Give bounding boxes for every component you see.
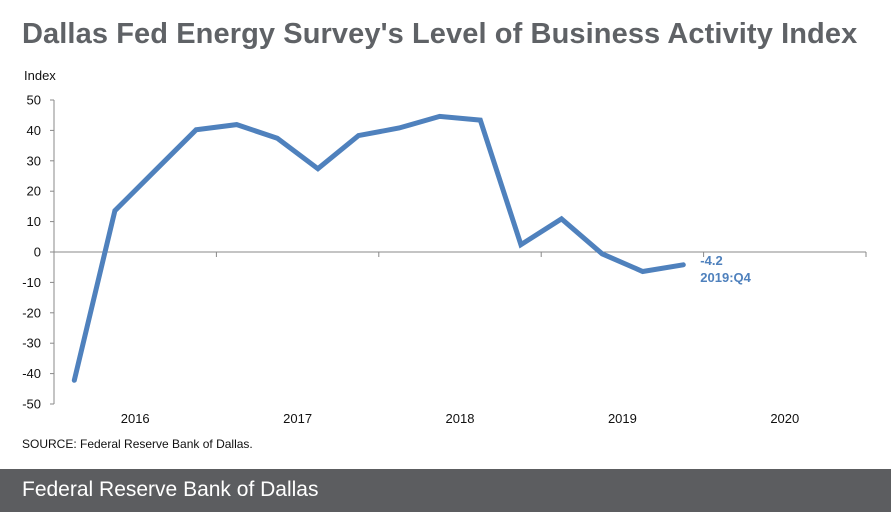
y-tick-label: -10 [22, 275, 41, 290]
y-axis-label: Index [24, 68, 56, 83]
series-line [71, 113, 686, 383]
last-value-label: -4.2 [700, 253, 722, 268]
y-tick-label: 0 [34, 245, 41, 260]
y-tick-label: -40 [22, 366, 41, 381]
x-tick-label: 2020 [770, 411, 799, 426]
y-tick-label: 30 [27, 153, 41, 168]
x-tick-label: 2019 [608, 411, 637, 426]
y-tick-label: -20 [22, 305, 41, 320]
x-tick-label: 2018 [446, 411, 475, 426]
chart-title: Dallas Fed Energy Survey's Level of Busi… [22, 18, 858, 50]
footer-brand: Federal Reserve Bank of Dallas [22, 478, 319, 501]
y-tick-label: -30 [22, 336, 41, 351]
y-tick-label: -50 [22, 397, 41, 412]
footer-bar: Federal Reserve Bank of Dallas [0, 469, 891, 512]
last-period-label: 2019:Q4 [700, 270, 751, 285]
x-tick-label: 2017 [283, 411, 312, 426]
y-tick-label: 20 [27, 184, 41, 199]
y-tick-label: 40 [27, 123, 41, 138]
x-ticks: 2016 2017 2018 2019 2020 [53, 252, 867, 426]
source-note: SOURCE: Federal Reserve Bank of Dallas. [22, 437, 253, 451]
y-tick-label: 50 [27, 93, 41, 108]
x-tick-label: 2016 [121, 411, 150, 426]
y-ticks: 50 40 30 20 10 0 -10 -20 -30 -40 -50 [22, 93, 54, 412]
y-tick-label: 10 [27, 214, 41, 229]
